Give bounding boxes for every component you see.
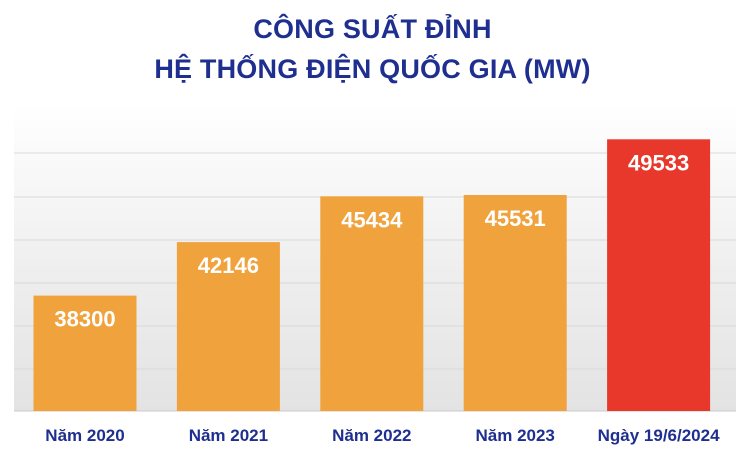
value-label-2: 45434 bbox=[341, 207, 403, 232]
category-label-3: Năm 2023 bbox=[476, 426, 555, 445]
chart-title-line-2: HỆ THỐNG ĐIỆN QUỐC GIA (MW) bbox=[154, 54, 591, 84]
bar-1 bbox=[176, 242, 280, 411]
bar-3 bbox=[463, 195, 567, 411]
bar-0 bbox=[33, 295, 137, 411]
value-label-0: 38300 bbox=[54, 307, 115, 332]
value-label-1: 42146 bbox=[198, 253, 259, 278]
value-label-3: 45531 bbox=[485, 206, 546, 231]
category-label-2: Năm 2022 bbox=[332, 426, 411, 445]
labels-group: 38300 Năm 2020 42146 Năm 2021 45434 Năm 2022 4… bbox=[45, 150, 720, 445]
category-label-0: Năm 2020 bbox=[45, 426, 124, 445]
value-label-4: 49533 bbox=[628, 150, 689, 175]
category-label-1: Năm 2021 bbox=[189, 426, 268, 445]
chart-title-line-1: CÔNG SUẤT ĐỈNH bbox=[253, 14, 492, 44]
bar-2 bbox=[320, 196, 424, 411]
category-label-4: Ngày 19/6/2024 bbox=[598, 426, 720, 445]
bars-group bbox=[33, 139, 711, 412]
bar-4 bbox=[607, 139, 711, 412]
